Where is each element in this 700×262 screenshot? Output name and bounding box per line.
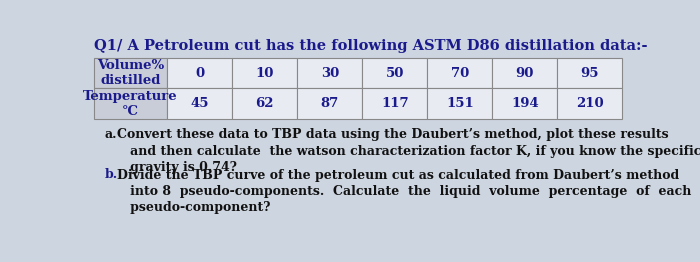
Bar (363, 58, 427, 88)
Text: Divide the TBP curve of the petroleum cut as calculated from Daubert’s method
  : Divide the TBP curve of the petroleum cu… (117, 168, 692, 215)
Text: Temperature
°C: Temperature °C (83, 90, 178, 118)
Bar (167, 88, 232, 119)
Text: 62: 62 (256, 97, 274, 110)
Text: Q1/ A Petroleum cut has the following ASTM D86 distillation data:-: Q1/ A Petroleum cut has the following AS… (94, 39, 648, 53)
Text: 30: 30 (321, 67, 339, 80)
Text: 0: 0 (195, 67, 204, 80)
Text: 45: 45 (190, 97, 209, 110)
Text: 87: 87 (321, 97, 339, 110)
Text: Volume%
distilled: Volume% distilled (97, 59, 164, 87)
Text: b.: b. (104, 168, 118, 182)
Bar (427, 58, 492, 88)
Bar (298, 58, 363, 88)
Text: Convert these data to TBP data using the Daubert’s method, plot these results
  : Convert these data to TBP data using the… (117, 128, 700, 174)
Bar (557, 88, 622, 119)
Bar (94, 88, 167, 119)
Text: 90: 90 (516, 67, 534, 80)
Bar (94, 58, 167, 88)
Text: 95: 95 (580, 67, 599, 80)
Bar (427, 88, 492, 119)
Text: 10: 10 (256, 67, 274, 80)
Text: 194: 194 (511, 97, 538, 110)
Bar (363, 88, 427, 119)
Bar (492, 88, 557, 119)
Text: a.: a. (104, 128, 117, 141)
Bar (298, 88, 363, 119)
Bar (167, 58, 232, 88)
Bar (557, 58, 622, 88)
Text: 50: 50 (386, 67, 404, 80)
Text: 210: 210 (576, 97, 603, 110)
Bar (232, 58, 298, 88)
Bar (492, 58, 557, 88)
Bar (232, 88, 298, 119)
Text: 117: 117 (381, 97, 409, 110)
Text: 151: 151 (446, 97, 474, 110)
Text: 70: 70 (451, 67, 469, 80)
